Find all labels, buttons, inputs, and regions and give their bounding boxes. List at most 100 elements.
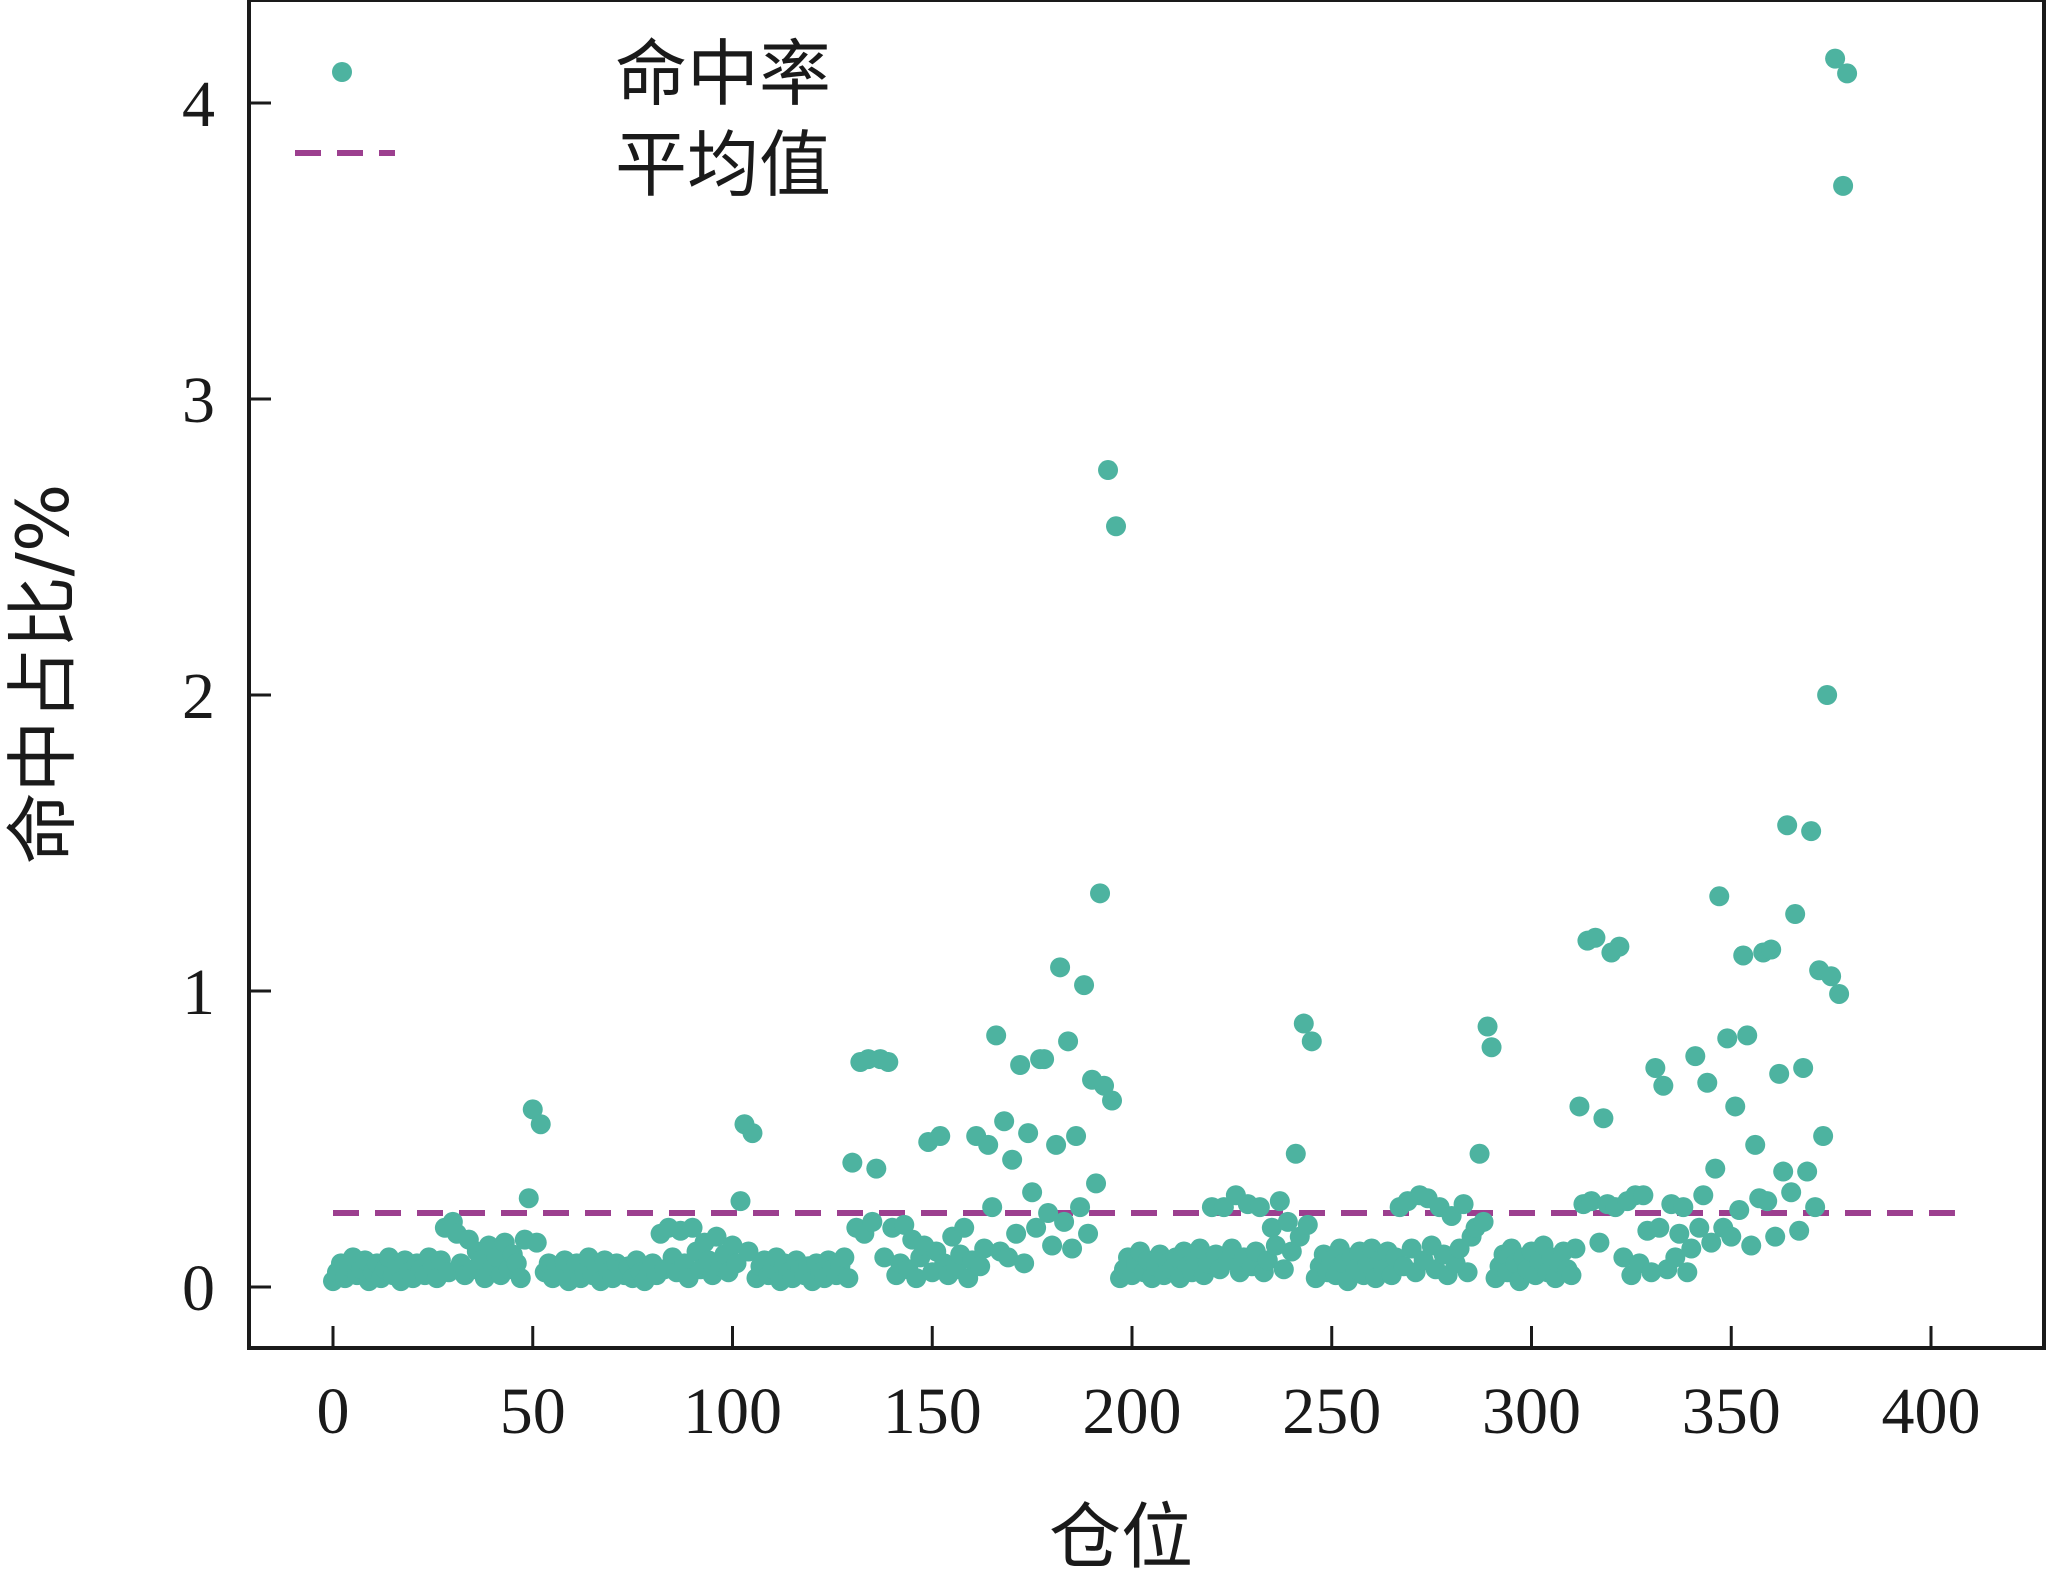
data-point-165 <box>982 1197 1003 1218</box>
data-point-310 <box>1561 1265 1582 1286</box>
data-point-352 <box>1729 1200 1750 1221</box>
x-tick-label-6: 300 <box>1482 1375 1581 1448</box>
x-axis-ticks: 0 50 100 150 200 250 300 350 400 <box>317 1326 1981 1448</box>
data-point-370 <box>1801 821 1822 842</box>
legend-label-mean: 平均值 <box>615 123 831 207</box>
data-point-143 <box>894 1214 915 1235</box>
data-point-341 <box>1685 1046 1706 1067</box>
data-point-317 <box>1589 1232 1610 1253</box>
x-axis-title: 仓位 <box>1049 1495 1193 1575</box>
data-point-351 <box>1725 1096 1746 1117</box>
data-point-344 <box>1697 1072 1718 1093</box>
data-point-322 <box>1609 936 1630 957</box>
data-point-192 <box>1090 883 1111 904</box>
data-point-90 <box>682 1217 703 1238</box>
data-point-283 <box>1453 1194 1474 1215</box>
legend-label-hit-rate: 命中率 <box>615 32 831 116</box>
data-point-232 <box>1249 1197 1270 1218</box>
data-point-175 <box>1022 1182 1043 1203</box>
data-point-51 <box>526 1232 547 1253</box>
data-point-52 <box>530 1114 551 1135</box>
data-point-333 <box>1653 1075 1674 1096</box>
data-point-374 <box>1817 685 1838 705</box>
data-point-169 <box>998 1247 1019 1268</box>
data-point-288 <box>1473 1211 1494 1232</box>
plot-frame <box>247 0 2046 1350</box>
data-point-368 <box>1793 1057 1814 1078</box>
data-point-189 <box>1078 1223 1099 1244</box>
data-point-369 <box>1797 1161 1818 1182</box>
data-point-128 <box>834 1247 855 1268</box>
data-point-183 <box>1054 1211 1075 1232</box>
data-point-356 <box>1745 1134 1766 1155</box>
data-point-378 <box>1833 175 1854 196</box>
data-point-105 <box>742 1123 763 1144</box>
data-point-238 <box>1273 1259 1294 1280</box>
data-point-337 <box>1669 1223 1690 1244</box>
data-point-346 <box>1705 1158 1726 1179</box>
data-point-361 <box>1765 1226 1786 1247</box>
data-point-179 <box>1038 1203 1059 1223</box>
data-point-172 <box>1010 1055 1031 1075</box>
x-tick-label-1: 50 <box>500 1375 566 1448</box>
data-point-336 <box>1665 1247 1686 1268</box>
data-point-196 <box>1106 516 1127 537</box>
data-point-130 <box>842 1152 863 1173</box>
data-point-367 <box>1789 1220 1810 1241</box>
data-point-171 <box>1006 1223 1027 1244</box>
data-point-235 <box>1261 1217 1282 1238</box>
data-point-373 <box>1813 1126 1834 1147</box>
data-point-217 <box>1189 1238 1210 1259</box>
data-point-185 <box>1062 1238 1083 1259</box>
data-point-323 <box>1613 1247 1634 1268</box>
data-point-240 <box>1281 1241 1302 1262</box>
data-point-100 <box>722 1235 743 1256</box>
data-point-47 <box>510 1268 531 1289</box>
y-tick-label-4: 4 <box>182 68 215 141</box>
legend: 命中率 平均值 <box>295 32 831 207</box>
data-point-104 <box>738 1241 759 1262</box>
data-point-362 <box>1769 1063 1790 1084</box>
data-point-186 <box>1066 1126 1087 1147</box>
x-tick-label-5: 250 <box>1282 1375 1381 1448</box>
x-tick-label-8: 400 <box>1882 1375 1981 1448</box>
y-tick-label-1: 1 <box>182 956 215 1029</box>
x-tick-label-7: 350 <box>1682 1375 1781 1448</box>
data-point-315 <box>1581 1191 1602 1212</box>
data-point-139 <box>878 1052 899 1073</box>
data-point-331 <box>1645 1057 1666 1078</box>
data-point-237 <box>1269 1191 1290 1212</box>
data-point-194 <box>1098 460 1119 481</box>
data-point-129 <box>838 1268 859 1289</box>
data-point-312 <box>1569 1096 1590 1117</box>
x-tick-label-3: 150 <box>883 1375 982 1448</box>
data-point-340 <box>1681 1238 1702 1259</box>
data-point-243 <box>1293 1013 1314 1034</box>
data-point-163 <box>974 1238 995 1259</box>
data-point-338 <box>1673 1197 1694 1218</box>
data-points <box>323 48 1858 1292</box>
data-point-96 <box>706 1226 727 1247</box>
y-tick-label-0: 0 <box>182 1252 215 1325</box>
data-point-234 <box>1257 1250 1278 1271</box>
data-point-287 <box>1469 1143 1490 1164</box>
data-point-342 <box>1689 1217 1710 1238</box>
data-point-339 <box>1677 1262 1698 1283</box>
data-point-316 <box>1585 927 1606 948</box>
data-point-284 <box>1457 1262 1478 1283</box>
data-point-138 <box>874 1247 895 1268</box>
data-point-193 <box>1094 1075 1115 1096</box>
data-point-244 <box>1297 1214 1318 1235</box>
data-point-245 <box>1301 1031 1322 1052</box>
data-point-191 <box>1086 1173 1107 1194</box>
data-point-290 <box>1481 1037 1502 1058</box>
data-point-360 <box>1761 939 1782 960</box>
data-point-239 <box>1277 1211 1298 1232</box>
data-point-241 <box>1285 1143 1306 1164</box>
data-point-355 <box>1741 1235 1762 1256</box>
data-point-170 <box>1002 1149 1023 1170</box>
data-point-102 <box>730 1191 751 1212</box>
data-point-174 <box>1018 1123 1039 1144</box>
data-point-168 <box>994 1111 1015 1132</box>
data-point-146 <box>906 1268 927 1289</box>
